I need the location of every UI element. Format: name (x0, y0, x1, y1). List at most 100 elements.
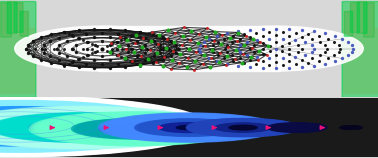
Circle shape (122, 117, 256, 138)
Circle shape (0, 110, 124, 143)
Point (299, 59, 305, 61)
Circle shape (282, 125, 312, 130)
Point (85, 41, 91, 43)
Circle shape (8, 124, 33, 128)
Point (173, 43, 179, 46)
Point (204, 27, 211, 30)
Circle shape (0, 103, 166, 150)
Point (137, 30, 143, 33)
Point (273, 41, 279, 43)
Circle shape (0, 112, 112, 141)
Circle shape (91, 122, 180, 136)
Circle shape (118, 116, 260, 139)
Circle shape (98, 113, 280, 142)
Circle shape (280, 125, 314, 130)
Point (309, 51, 315, 53)
Circle shape (0, 109, 198, 146)
Point (242, 43, 248, 46)
Point (125, 51, 131, 54)
Point (128, 34, 134, 37)
Circle shape (80, 120, 190, 138)
Point (243, 41, 249, 43)
Point (40, 51, 46, 54)
Circle shape (342, 126, 359, 129)
Point (221, 57, 227, 60)
Circle shape (186, 118, 300, 137)
Circle shape (0, 106, 147, 147)
Point (56, 36, 62, 39)
Point (203, 36, 209, 39)
Circle shape (288, 126, 306, 129)
Point (214, 54, 220, 57)
Point (176, 62, 182, 64)
Circle shape (0, 113, 175, 143)
Point (113, 41, 119, 43)
Circle shape (133, 128, 137, 129)
Circle shape (46, 115, 224, 143)
Point (206, 57, 212, 60)
Circle shape (0, 111, 188, 145)
Point (237, 38, 243, 41)
Circle shape (343, 126, 359, 129)
Circle shape (0, 100, 187, 153)
Circle shape (2, 123, 39, 129)
Point (255, 59, 261, 62)
Circle shape (164, 124, 214, 132)
Circle shape (120, 116, 258, 139)
Circle shape (0, 107, 212, 149)
Point (99, 63, 105, 65)
Circle shape (122, 127, 148, 131)
Circle shape (0, 113, 102, 140)
Circle shape (350, 127, 352, 128)
Circle shape (153, 122, 225, 133)
Point (196, 33, 202, 35)
Point (142, 36, 148, 39)
Point (46, 40, 53, 42)
Circle shape (38, 113, 232, 144)
Point (152, 55, 158, 58)
Point (286, 53, 292, 56)
Point (208, 57, 214, 60)
Point (46, 55, 53, 58)
Point (79, 47, 85, 50)
Point (293, 32, 299, 34)
Circle shape (77, 127, 87, 128)
Point (107, 36, 113, 38)
Point (279, 50, 285, 53)
Point (302, 41, 308, 43)
Point (345, 41, 351, 43)
Point (280, 31, 286, 33)
Circle shape (70, 118, 201, 139)
Circle shape (129, 128, 141, 130)
Point (138, 55, 144, 57)
Circle shape (50, 122, 114, 133)
Circle shape (0, 97, 206, 156)
Circle shape (198, 120, 288, 135)
Circle shape (29, 119, 135, 136)
Circle shape (0, 111, 183, 144)
Point (273, 28, 279, 30)
Circle shape (209, 122, 277, 133)
Circle shape (36, 113, 234, 145)
Circle shape (0, 111, 118, 142)
Circle shape (61, 124, 103, 131)
Circle shape (267, 123, 327, 132)
Circle shape (127, 118, 251, 137)
FancyBboxPatch shape (357, 2, 367, 33)
Circle shape (0, 99, 191, 154)
Point (349, 44, 355, 46)
Circle shape (13, 116, 151, 139)
Circle shape (0, 108, 206, 148)
Circle shape (133, 118, 245, 137)
Point (125, 43, 131, 46)
Circle shape (0, 108, 201, 147)
Point (70, 47, 76, 50)
Circle shape (0, 112, 177, 143)
Point (129, 60, 135, 63)
Point (158, 43, 164, 46)
Point (84, 32, 90, 35)
Point (61, 30, 67, 33)
Point (260, 28, 266, 30)
Circle shape (0, 108, 137, 145)
Point (107, 59, 113, 61)
